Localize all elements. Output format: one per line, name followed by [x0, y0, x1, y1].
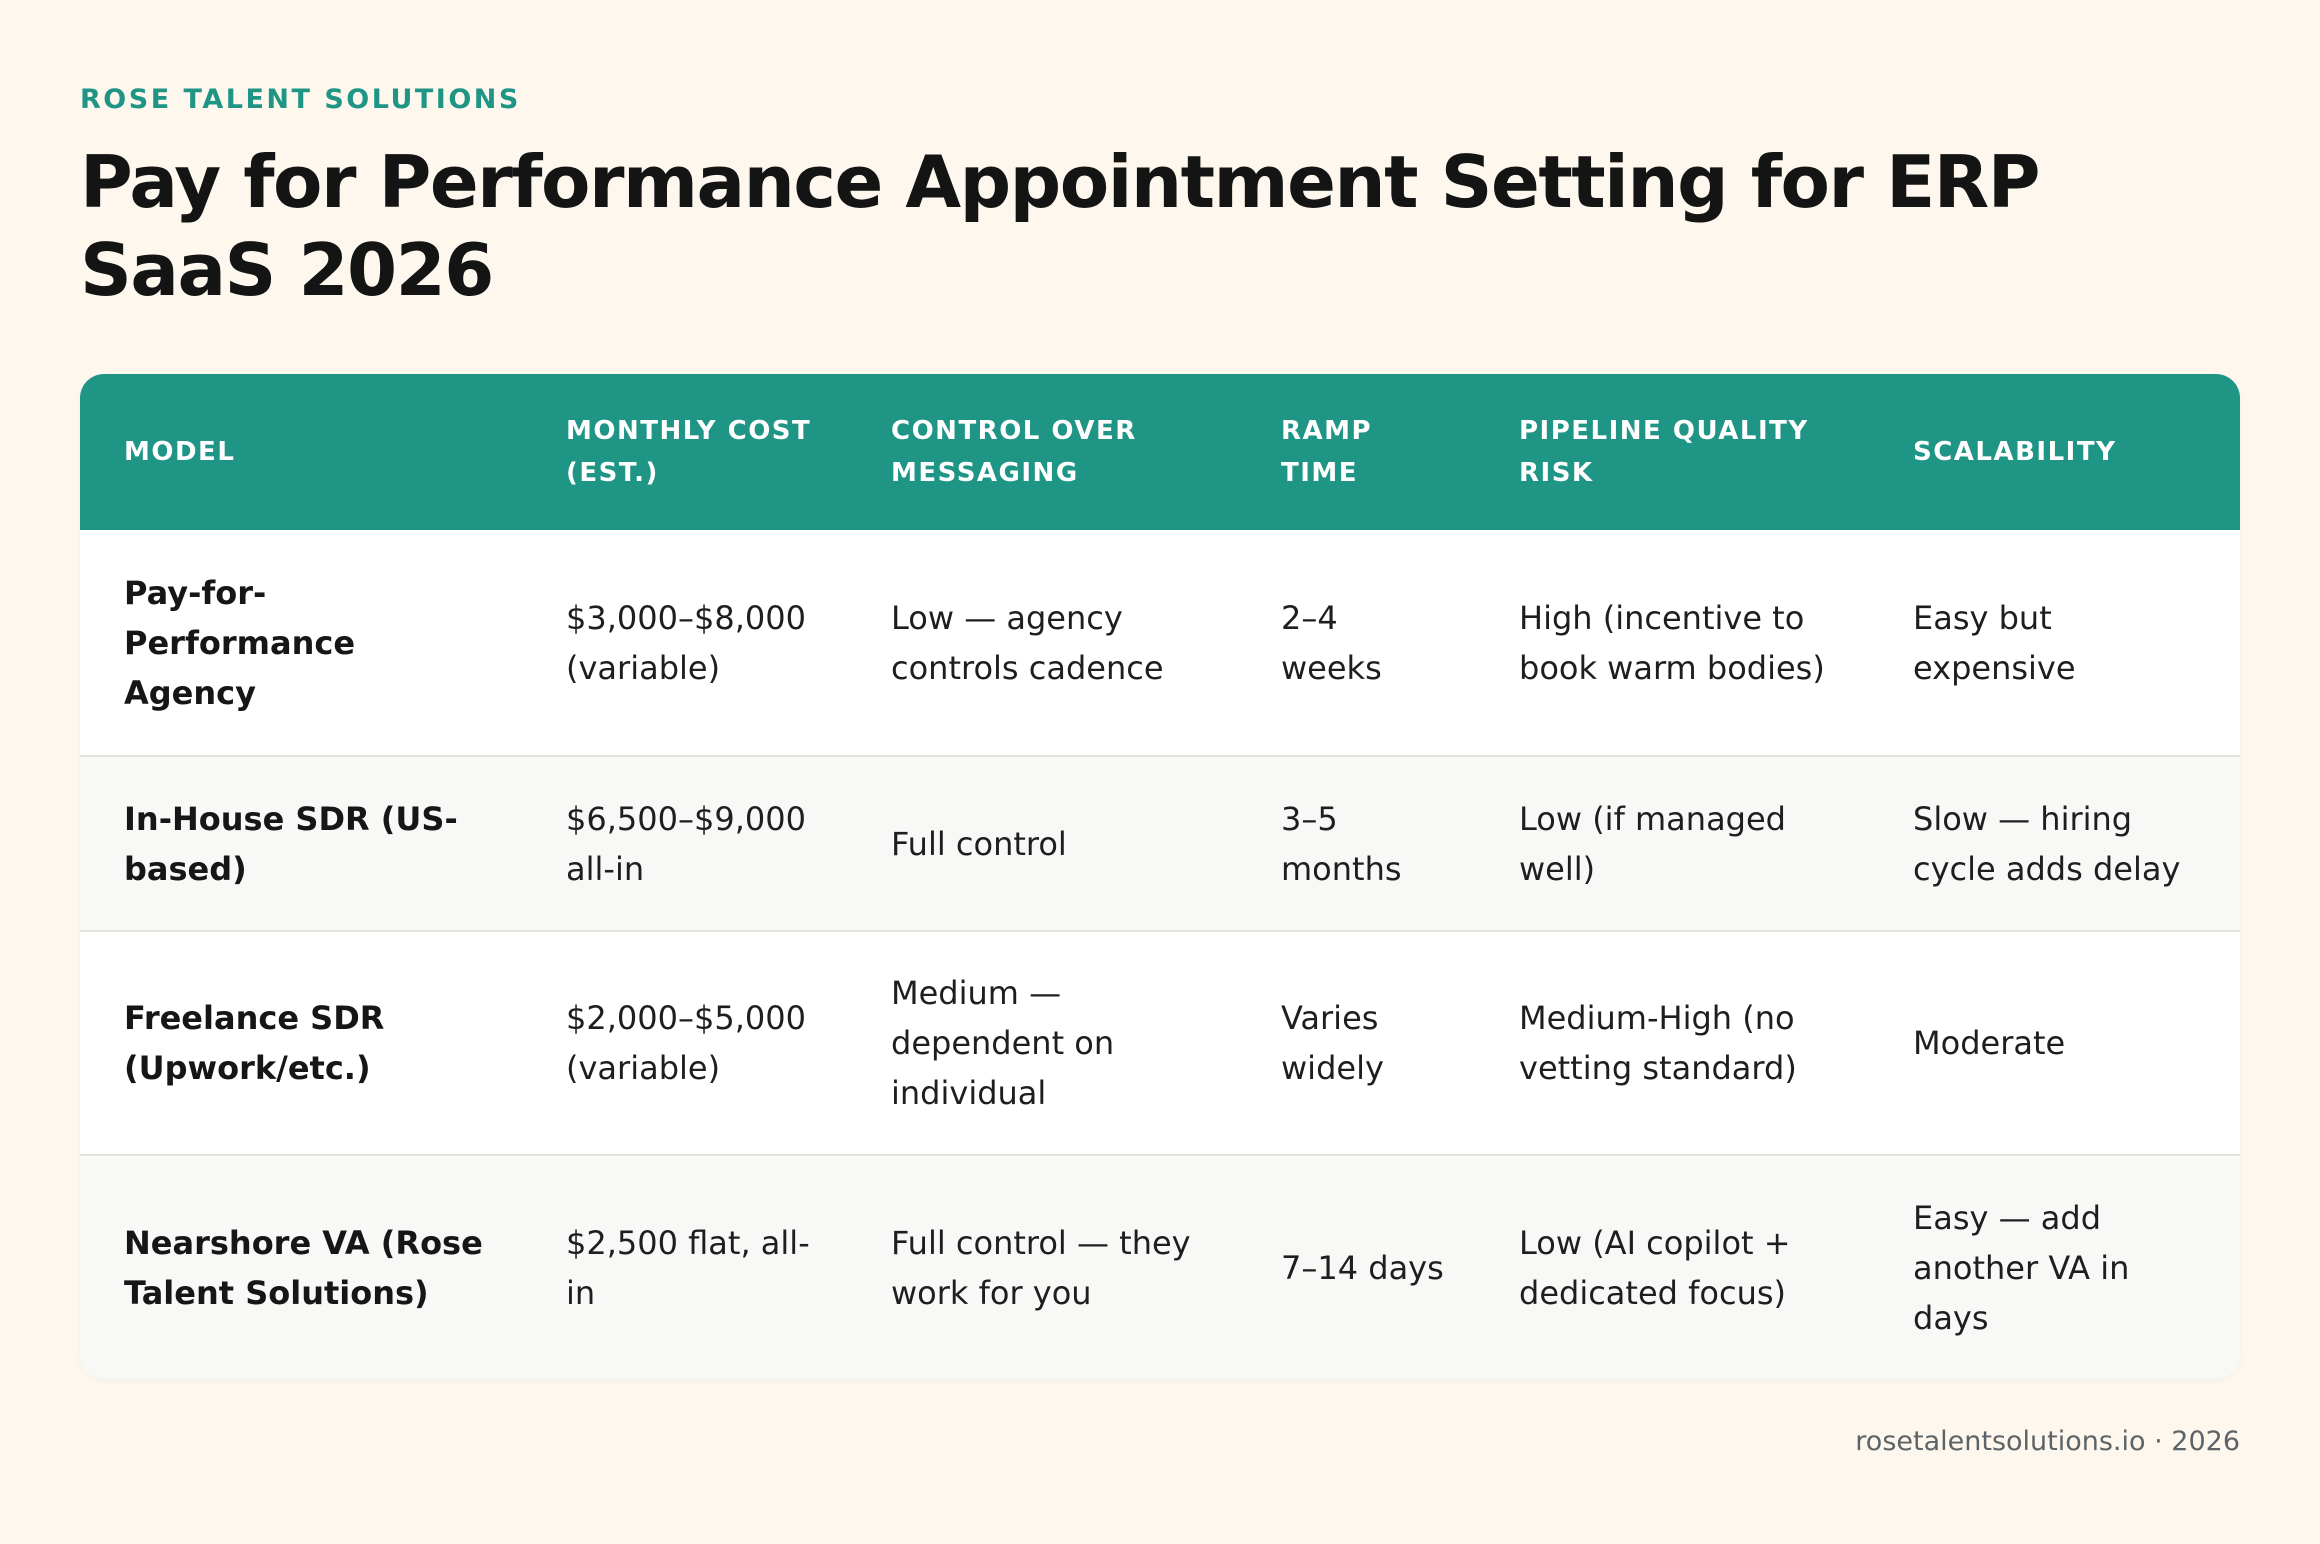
scalability-cell: Easy but expensive	[1913, 598, 2076, 687]
table-row: Nearshore VA (Rose Talent Solutions) $2,…	[80, 1154, 2240, 1379]
pipeline-risk-cell: Low (if managed well)	[1475, 755, 1869, 931]
header-scalability: SCALABILITY	[1913, 437, 2117, 467]
ramp-time-cell: 7–14 days	[1237, 1154, 1475, 1379]
model-cell: Pay-for-Performance Agency	[124, 573, 356, 712]
monthly-cost-cell: $3,000–$8,000 (variable)	[566, 598, 806, 687]
ramp-time-cell: 3–5 months	[1237, 755, 1475, 931]
table-row: Freelance SDR (Upwork/etc.) $2,000–$5,00…	[80, 930, 2240, 1155]
scalability-cell: Slow — hiring cycle adds delay	[1869, 755, 2240, 931]
scalability-cell: Easy — add another VA in days	[1869, 1154, 2240, 1379]
monthly-cost-cell: $2,000–$5,000 (variable)	[522, 930, 847, 1155]
pipeline-risk-cell: High (incentive to book warm bodies)	[1519, 598, 1825, 687]
model-cell: Nearshore VA (Rose Talent Solutions)	[80, 1154, 522, 1379]
monthly-cost-cell: $2,500 flat, all-in	[522, 1154, 847, 1379]
header-model: MODEL	[124, 437, 236, 467]
scalability-cell: Moderate	[1869, 930, 2240, 1155]
ramp-time-cell: 2–4 weeks	[1281, 598, 1382, 687]
header-control-over-messaging: CONTROL OVER MESSAGING	[891, 416, 1137, 488]
comparison-table: MODEL MONTHLY COST (EST.) CONTROL OVER M…	[80, 374, 2240, 1379]
header-ramp-time: RAMP TIME	[1281, 416, 1373, 488]
control-cell: Full control	[847, 755, 1237, 931]
header-pipeline-quality-risk: PIPELINE QUALITY RISK	[1519, 416, 1809, 488]
control-cell: Low — agency controls cadence	[891, 598, 1164, 687]
footer-credit: rosetalentsolutions.io · 2026	[1855, 1426, 2240, 1457]
header-monthly-cost: MONTHLY COST (EST.)	[566, 416, 812, 488]
control-cell: Full control — they work for you	[847, 1154, 1237, 1379]
ramp-time-cell: Varies widely	[1237, 930, 1475, 1155]
model-cell: In-House SDR (US-based)	[80, 755, 522, 931]
table-row: In-House SDR (US-based) $6,500–$9,000 al…	[80, 755, 2240, 931]
pipeline-risk-cell: Medium-High (no vetting standard)	[1475, 930, 1869, 1155]
pipeline-risk-cell: Low (AI copilot + dedicated focus)	[1475, 1154, 1869, 1379]
comparison-table-card: MODEL MONTHLY COST (EST.) CONTROL OVER M…	[80, 374, 2240, 1379]
control-cell: Medium — dependent on individual	[847, 930, 1237, 1155]
monthly-cost-cell: $6,500–$9,000 all-in	[522, 755, 847, 931]
table-row: Pay-for-Performance Agency $3,000–$8,000…	[80, 530, 2240, 756]
brand-label: ROSE TALENT SOLUTIONS	[80, 84, 521, 115]
page-title: Pay for Performance Appointment Setting …	[80, 140, 2040, 312]
model-cell: Freelance SDR (Upwork/etc.)	[80, 930, 522, 1155]
table-header-row: MODEL MONTHLY COST (EST.) CONTROL OVER M…	[80, 374, 2240, 530]
